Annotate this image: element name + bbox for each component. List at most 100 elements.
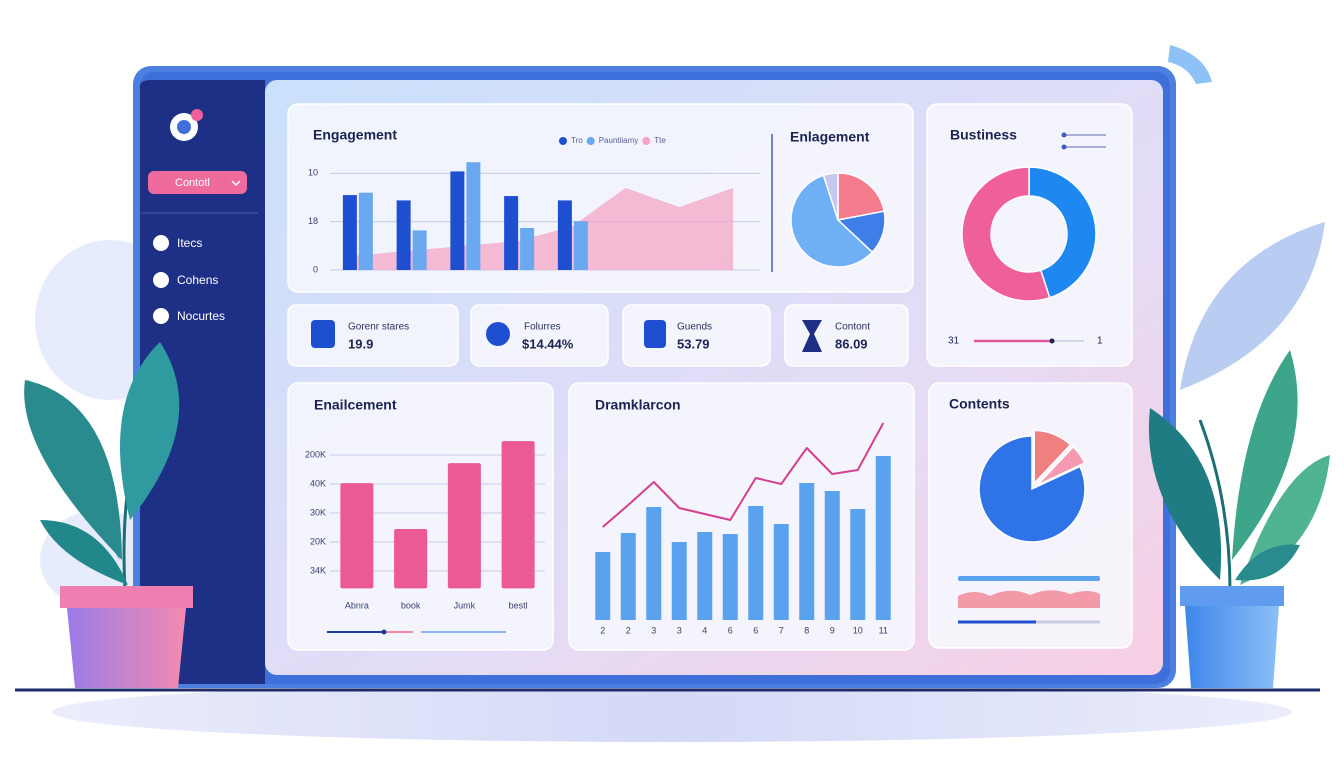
x-tick-label: 6 xyxy=(728,625,733,635)
slider: 31 1 xyxy=(948,132,1106,347)
y-tick-label: 200K xyxy=(305,449,326,459)
legend-swatch xyxy=(586,137,595,145)
y-tick-label: 10 xyxy=(308,168,318,178)
bar xyxy=(501,441,535,589)
menu-icon xyxy=(153,235,169,251)
y-tick-label: 20K xyxy=(310,536,326,546)
donut-slice xyxy=(961,166,1051,302)
stat-value: 19.9 xyxy=(348,336,373,351)
bar xyxy=(646,507,662,620)
pie-slice xyxy=(978,435,1086,543)
chart-title: Contents xyxy=(949,396,1010,412)
stat-icon xyxy=(802,320,822,352)
x-tick-label: 9 xyxy=(830,625,835,635)
bar xyxy=(595,552,611,620)
bar xyxy=(557,200,572,270)
bar xyxy=(342,195,357,270)
slider-label: 1 xyxy=(1097,336,1103,347)
x-tick-label: 10 xyxy=(853,625,863,635)
slider-knob[interactable] xyxy=(1049,338,1055,344)
stat-value: $14.44% xyxy=(522,336,574,351)
legend-label: Tte xyxy=(654,136,666,145)
x-tick-label: 7 xyxy=(779,625,784,635)
stat-label: Guends xyxy=(677,322,712,333)
line xyxy=(602,422,885,528)
bar xyxy=(671,542,687,620)
pie-slice xyxy=(822,172,839,221)
pie-slice xyxy=(1036,445,1086,487)
bar xyxy=(394,528,428,589)
chart-title: Enailcement xyxy=(314,397,397,413)
stats: Gorenr stares 19.9 Folurres $14.44% Guen… xyxy=(311,320,870,352)
bar xyxy=(447,463,481,589)
x-tick-label: book xyxy=(401,600,421,610)
menu-item[interactable]: Nocurtes xyxy=(177,309,225,323)
menu-item[interactable]: Itecs xyxy=(177,236,202,250)
bar xyxy=(748,506,764,620)
x-tick-label: 6 xyxy=(753,625,758,635)
card xyxy=(926,103,1133,367)
stat-icon xyxy=(644,320,666,348)
sidebar: Contotl Itecs Cohens Nocurtes xyxy=(141,109,258,324)
y-tick-label: 30K xyxy=(310,507,326,517)
bar xyxy=(504,196,519,270)
legend-swatch xyxy=(559,137,567,145)
x-tick-label: 3 xyxy=(677,625,682,635)
stat-value: 53.79 xyxy=(677,336,710,351)
stat-icon xyxy=(486,322,510,346)
x-tick-label: 3 xyxy=(651,625,656,635)
bar xyxy=(697,532,713,620)
bar xyxy=(412,230,427,270)
bar xyxy=(620,533,636,620)
x-tick-label: bestl xyxy=(509,600,528,610)
menu-icon xyxy=(153,272,169,288)
sidebar-button-label: Contotl xyxy=(175,177,210,189)
chart-title: Dramklarcon xyxy=(595,397,681,413)
bar xyxy=(396,200,411,270)
legend-label: Tro xyxy=(571,136,583,145)
plant-left xyxy=(24,342,193,688)
x-tick-label: Abnra xyxy=(345,600,369,610)
donut-slice xyxy=(1028,166,1097,299)
chart-title: Bustiness xyxy=(950,127,1017,143)
pie-slice xyxy=(837,172,886,221)
x-tick-label: 11 xyxy=(879,625,888,635)
bar xyxy=(520,227,535,270)
stat-icon xyxy=(311,320,335,348)
bar xyxy=(466,162,481,270)
menu-item[interactable]: Cohens xyxy=(177,273,218,287)
bar xyxy=(773,524,789,620)
decorations xyxy=(327,576,1100,635)
stat-label: Gorenr stares xyxy=(348,322,409,333)
stat-label: Folurres xyxy=(524,322,561,333)
menu-icon xyxy=(153,308,169,324)
charts: Engagement 0 18 10 Tro Pauntiiamy Tte Enlagemen… xyxy=(305,127,1097,635)
bar xyxy=(875,456,891,620)
y-tick-label: 0 xyxy=(313,264,318,274)
stat-value: 86.09 xyxy=(835,336,868,351)
bar xyxy=(340,483,374,589)
legend-swatch xyxy=(642,137,651,145)
bar xyxy=(799,483,815,620)
chart-title: Engagement xyxy=(313,127,397,143)
stat-card xyxy=(470,304,609,367)
bar xyxy=(824,491,840,620)
y-tick-label: 18 xyxy=(308,216,318,226)
sidebar-button[interactable] xyxy=(148,171,247,194)
y-tick-label: 40K xyxy=(310,478,326,488)
x-tick-label: 4 xyxy=(702,625,707,635)
bar xyxy=(850,509,866,620)
slider-label: 31 xyxy=(948,336,960,347)
pie-slice xyxy=(1033,429,1072,486)
chart-title: Enlagement xyxy=(790,129,870,145)
card xyxy=(287,103,914,293)
legend-label: Pauntiiamy xyxy=(599,136,639,145)
x-tick-label: 2 xyxy=(600,625,605,635)
bar xyxy=(358,192,373,270)
x-tick-label: Jumk xyxy=(454,600,476,610)
plant-right xyxy=(1148,222,1330,688)
y-tick-label: 34K xyxy=(310,565,326,575)
x-tick-label: 8 xyxy=(804,625,809,635)
